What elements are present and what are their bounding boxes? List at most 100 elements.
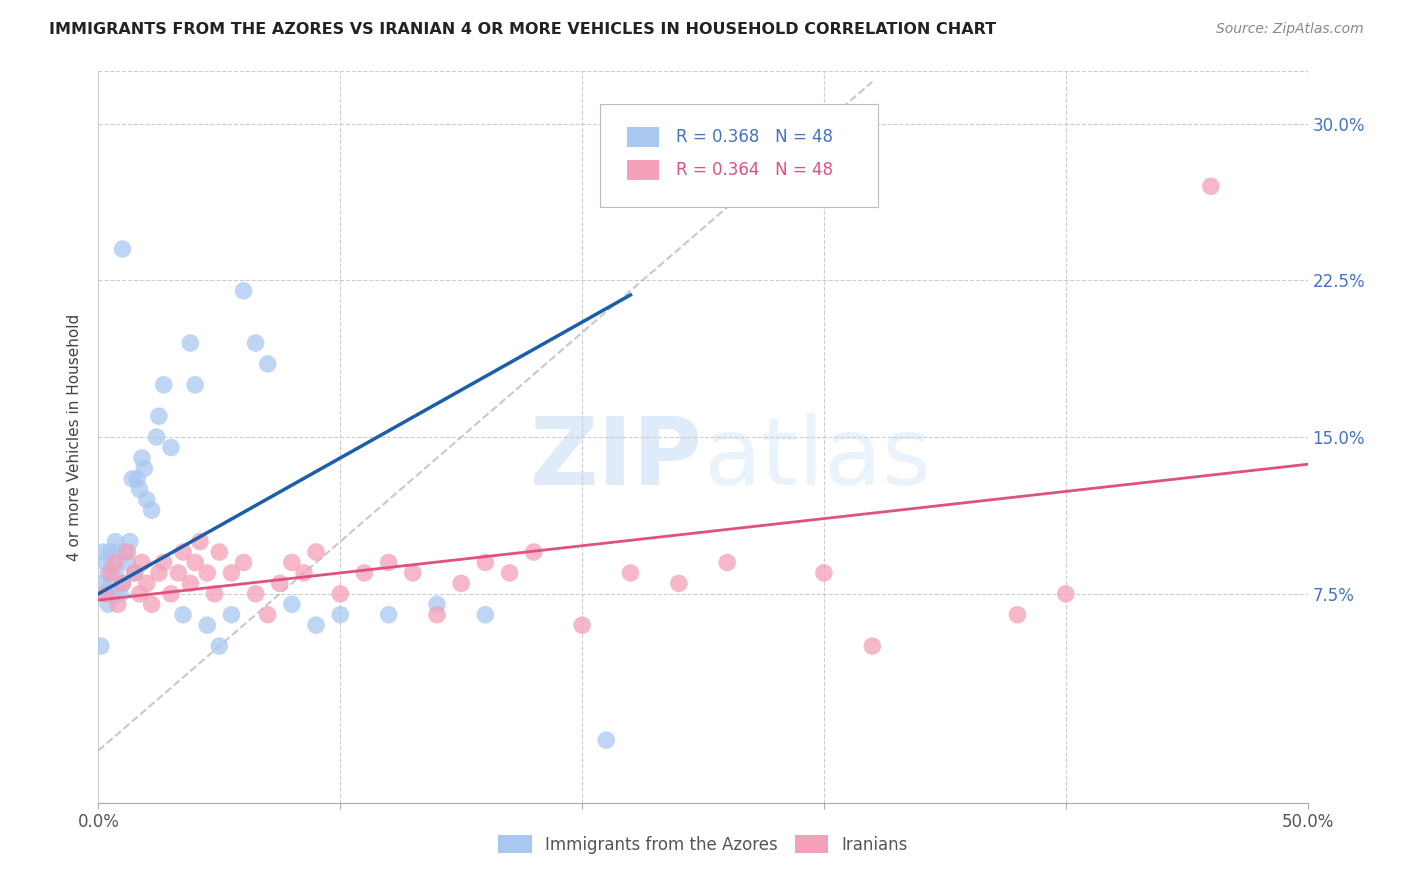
Point — [117, 556, 139, 570]
Point — [172, 545, 194, 559]
Point — [281, 556, 304, 570]
Point — [292, 566, 315, 580]
Point — [184, 556, 207, 570]
Point — [134, 461, 156, 475]
Point — [127, 472, 149, 486]
Text: ZIP: ZIP — [530, 413, 703, 505]
Point — [111, 576, 134, 591]
Point — [135, 576, 157, 591]
Point — [152, 556, 174, 570]
Point — [377, 607, 399, 622]
Point — [117, 545, 139, 559]
Point — [619, 566, 641, 580]
Point — [474, 556, 496, 570]
Point — [104, 556, 127, 570]
Point — [121, 472, 143, 486]
Point — [353, 566, 375, 580]
Point — [595, 733, 617, 747]
Point — [179, 336, 201, 351]
Point — [329, 587, 352, 601]
Text: R = 0.364   N = 48: R = 0.364 N = 48 — [676, 161, 834, 179]
Point — [94, 587, 117, 601]
Text: Source: ZipAtlas.com: Source: ZipAtlas.com — [1216, 22, 1364, 37]
Point — [221, 607, 243, 622]
Point — [256, 357, 278, 371]
FancyBboxPatch shape — [627, 128, 659, 147]
Point — [305, 618, 328, 632]
FancyBboxPatch shape — [600, 104, 879, 207]
Point — [179, 576, 201, 591]
Point — [91, 545, 114, 559]
Point — [135, 492, 157, 507]
Point — [232, 284, 254, 298]
Point — [131, 450, 153, 465]
Point — [114, 545, 136, 559]
Point — [377, 556, 399, 570]
Point — [281, 597, 304, 611]
Point — [104, 534, 127, 549]
Point — [1054, 587, 1077, 601]
Point — [118, 534, 141, 549]
Point — [141, 503, 163, 517]
Point — [426, 607, 449, 622]
Point — [94, 587, 117, 601]
Text: R = 0.368   N = 48: R = 0.368 N = 48 — [676, 128, 834, 146]
Point — [131, 556, 153, 570]
Point — [111, 242, 134, 256]
Text: atlas: atlas — [703, 413, 931, 505]
Point — [571, 618, 593, 632]
Point — [101, 556, 124, 570]
Point — [498, 566, 520, 580]
Point — [716, 556, 738, 570]
Y-axis label: 4 or more Vehicles in Household: 4 or more Vehicles in Household — [67, 313, 83, 561]
Point — [111, 576, 134, 591]
Point — [184, 377, 207, 392]
Point — [402, 566, 425, 580]
Point — [329, 607, 352, 622]
Point — [172, 607, 194, 622]
Point — [668, 576, 690, 591]
Point — [145, 430, 167, 444]
Point — [148, 409, 170, 424]
Point — [450, 576, 472, 591]
Point — [128, 587, 150, 601]
Point — [160, 587, 183, 601]
Point — [107, 545, 129, 559]
Point — [1199, 179, 1222, 194]
Point — [860, 639, 883, 653]
Point — [204, 587, 226, 601]
Point — [269, 576, 291, 591]
Point — [108, 587, 131, 601]
Point — [124, 566, 146, 580]
Point — [523, 545, 546, 559]
Point — [128, 483, 150, 497]
Text: IMMIGRANTS FROM THE AZORES VS IRANIAN 4 OR MORE VEHICLES IN HOUSEHOLD CORRELATIO: IMMIGRANTS FROM THE AZORES VS IRANIAN 4 … — [49, 22, 997, 37]
Point — [474, 607, 496, 622]
Point — [426, 597, 449, 611]
Point — [100, 566, 122, 580]
Point — [141, 597, 163, 611]
Point — [813, 566, 835, 580]
Point — [245, 336, 267, 351]
Point — [195, 566, 218, 580]
Point — [148, 566, 170, 580]
Point — [94, 556, 117, 570]
Point — [208, 545, 231, 559]
Point — [188, 534, 211, 549]
Point — [91, 576, 114, 591]
Point — [160, 441, 183, 455]
Point — [221, 566, 243, 580]
Point — [1007, 607, 1029, 622]
Point — [305, 545, 328, 559]
Legend: Immigrants from the Azores, Iranians: Immigrants from the Azores, Iranians — [492, 829, 914, 860]
Point — [195, 618, 218, 632]
Point — [107, 597, 129, 611]
Point — [232, 556, 254, 570]
Point — [90, 639, 112, 653]
Point — [245, 587, 267, 601]
Point — [97, 597, 120, 611]
Point — [208, 639, 231, 653]
Point — [104, 566, 127, 580]
Point — [124, 566, 146, 580]
Point — [167, 566, 190, 580]
